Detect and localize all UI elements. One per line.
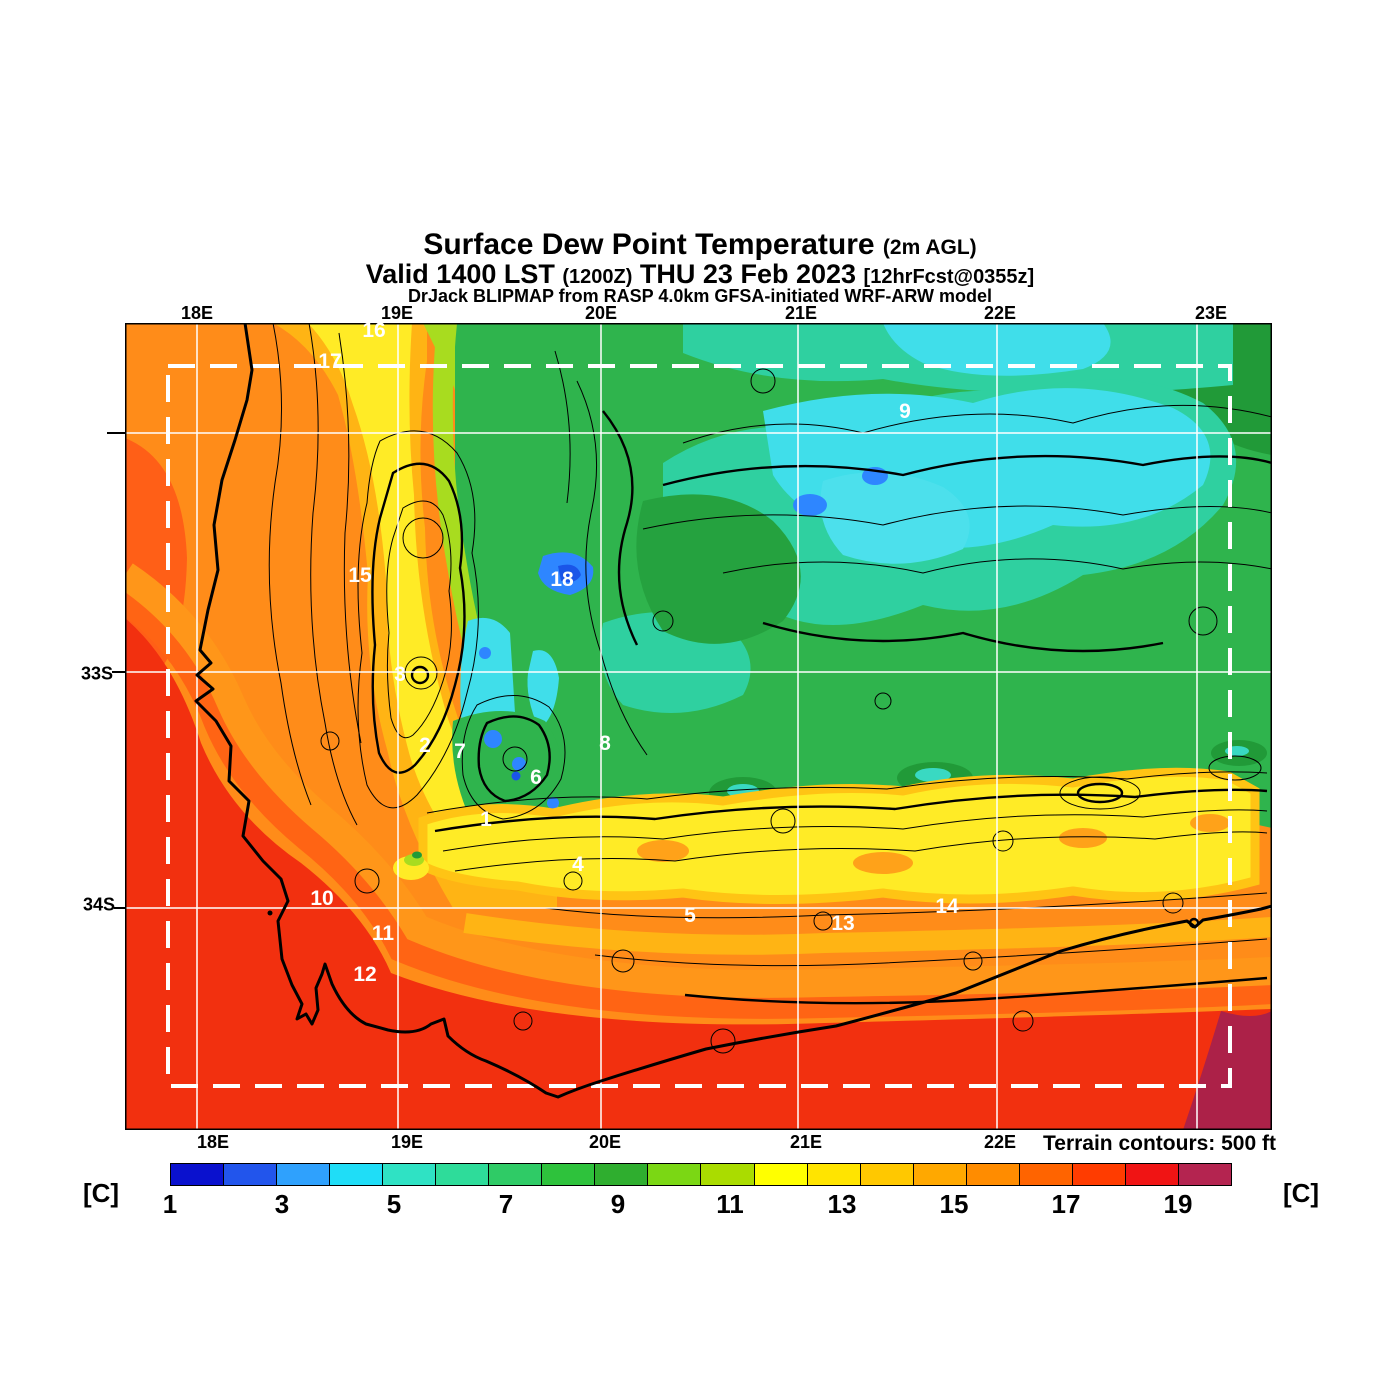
top-axis-23e: 23E [1194, 303, 1228, 323]
colorbar-segment [1178, 1164, 1231, 1185]
left-tick-33s [112, 671, 130, 673]
site-number-label: 18 [550, 568, 574, 591]
bottom-axis-19e: 19E [390, 1132, 424, 1152]
site-number-label: 13 [831, 912, 855, 935]
valid-date: THU 23 Feb 2023 [639, 259, 857, 289]
colorbar-tick-label: 15 [939, 1189, 969, 1219]
colorbar-segment [436, 1164, 490, 1185]
colorbar-segment [860, 1164, 914, 1185]
model-line: DrJack BLIPMAP from RASP 4.0km GFSA-init… [407, 286, 993, 306]
site-number-label: 5 [684, 904, 696, 927]
dewpoint-contour-plot [125, 323, 1272, 1130]
bottom-axis-22e: 22E [983, 1132, 1017, 1152]
site-number-label: 2 [419, 734, 431, 757]
lat-lon-gridlines [125, 323, 1272, 1130]
colorbar-tick-label: 1 [162, 1189, 178, 1219]
valid-time-z: (1200Z) [562, 266, 633, 288]
site-number-label: 8 [599, 732, 611, 755]
site-number-label: 4 [572, 853, 584, 876]
site-label-layer: 16 17 9 15 18 3 2 7 8 6 1 4 10 14 5 13 11 12 [125, 319, 1272, 1130]
site-number-label: 7 [454, 740, 466, 763]
top-axis-18e: 18E [180, 303, 214, 323]
title-main: Surface Dew Point Temperature [423, 228, 875, 261]
forecast-tag: [12hrFcst@0355z] [863, 266, 1035, 288]
colorbar-unit-right: [C] [1283, 1178, 1320, 1208]
colorbar-segment [807, 1164, 861, 1185]
site-number-label: 9 [899, 400, 911, 423]
colorbar-tick-label: 3 [274, 1189, 290, 1219]
colorbar-segment [1019, 1164, 1073, 1185]
colorbar-segment [754, 1164, 808, 1185]
colorbar-segment [383, 1164, 437, 1185]
colorbar-segment [277, 1164, 331, 1185]
site-number-label: 16 [362, 319, 386, 342]
top-axis-20e: 20E [584, 303, 618, 323]
forecast-map: 16 17 9 15 18 3 2 7 8 6 1 4 10 14 5 13 11 12 [125, 319, 1272, 1130]
colorbar-segment [542, 1164, 596, 1185]
site-number-label: 11 [371, 922, 395, 945]
colorbar-segment [1072, 1164, 1126, 1185]
colorbar-tick-label: 13 [827, 1189, 857, 1219]
terrain-contours [268, 323, 1272, 1054]
valid-time: Valid 1400 LST [365, 259, 555, 289]
colorbar-tick-label: 19 [1163, 1189, 1193, 1219]
island-dot [267, 910, 273, 916]
site-number-label: 6 [530, 766, 542, 789]
map-frame [125, 323, 1272, 1130]
site-number-label: 1 [480, 808, 492, 831]
colorbar-segment [701, 1164, 755, 1185]
colorbar-segment [330, 1164, 384, 1185]
colorbar-segment [913, 1164, 967, 1185]
colorbar-unit-left: [C] [83, 1178, 120, 1208]
left-axis-33s: 33S [80, 663, 114, 684]
bottom-axis-21e: 21E [789, 1132, 823, 1152]
site-number-label: 12 [353, 963, 377, 986]
terrain-contours-note: Terrain contours: 500 ft [1043, 1132, 1276, 1155]
site-number-label: 3 [394, 663, 406, 686]
colorbar-segment [966, 1164, 1020, 1185]
site-number-label: 17 [318, 350, 342, 373]
colorbar-tick-label: 17 [1051, 1189, 1081, 1219]
coastline [194, 323, 1272, 1099]
left-tick-32s [107, 432, 125, 434]
colorbar-segment [171, 1164, 225, 1185]
page-title: Surface Dew Point Temperature (2m AGL) [0, 228, 1400, 262]
colorbar-segment [1125, 1164, 1179, 1185]
bottom-axis-20e: 20E [588, 1132, 622, 1152]
site-number-label: 15 [348, 564, 372, 587]
bay-mark [1188, 917, 1200, 929]
colorbar-tick-label: 7 [498, 1189, 514, 1219]
site-number-label: 10 [310, 887, 334, 910]
colorbar [170, 1163, 1232, 1186]
colorbar-tick-label: 9 [610, 1189, 626, 1219]
colorbar-tick-label: 11 [716, 1189, 744, 1219]
bottom-axis-18e: 18E [196, 1132, 230, 1152]
left-axis-34s: 34S [82, 894, 116, 915]
left-tick-34s [114, 907, 132, 909]
colorbar-segment [595, 1164, 649, 1185]
top-axis-22e: 22E [983, 303, 1017, 323]
site-number-label: 14 [935, 895, 959, 918]
top-axis-19e: 19E [380, 303, 414, 323]
colorbar-segment [224, 1164, 278, 1185]
title-suffix: (2m AGL) [882, 236, 977, 259]
top-axis-21e: 21E [784, 303, 818, 323]
colorbar-tick-label: 5 [386, 1189, 402, 1219]
valid-time-line: Valid 1400 LST (1200Z) THU 23 Feb 2023 [… [0, 259, 1400, 290]
colorbar-segment [489, 1164, 543, 1185]
colorbar-segment [648, 1164, 702, 1185]
domain-boundary [166, 364, 1232, 1088]
